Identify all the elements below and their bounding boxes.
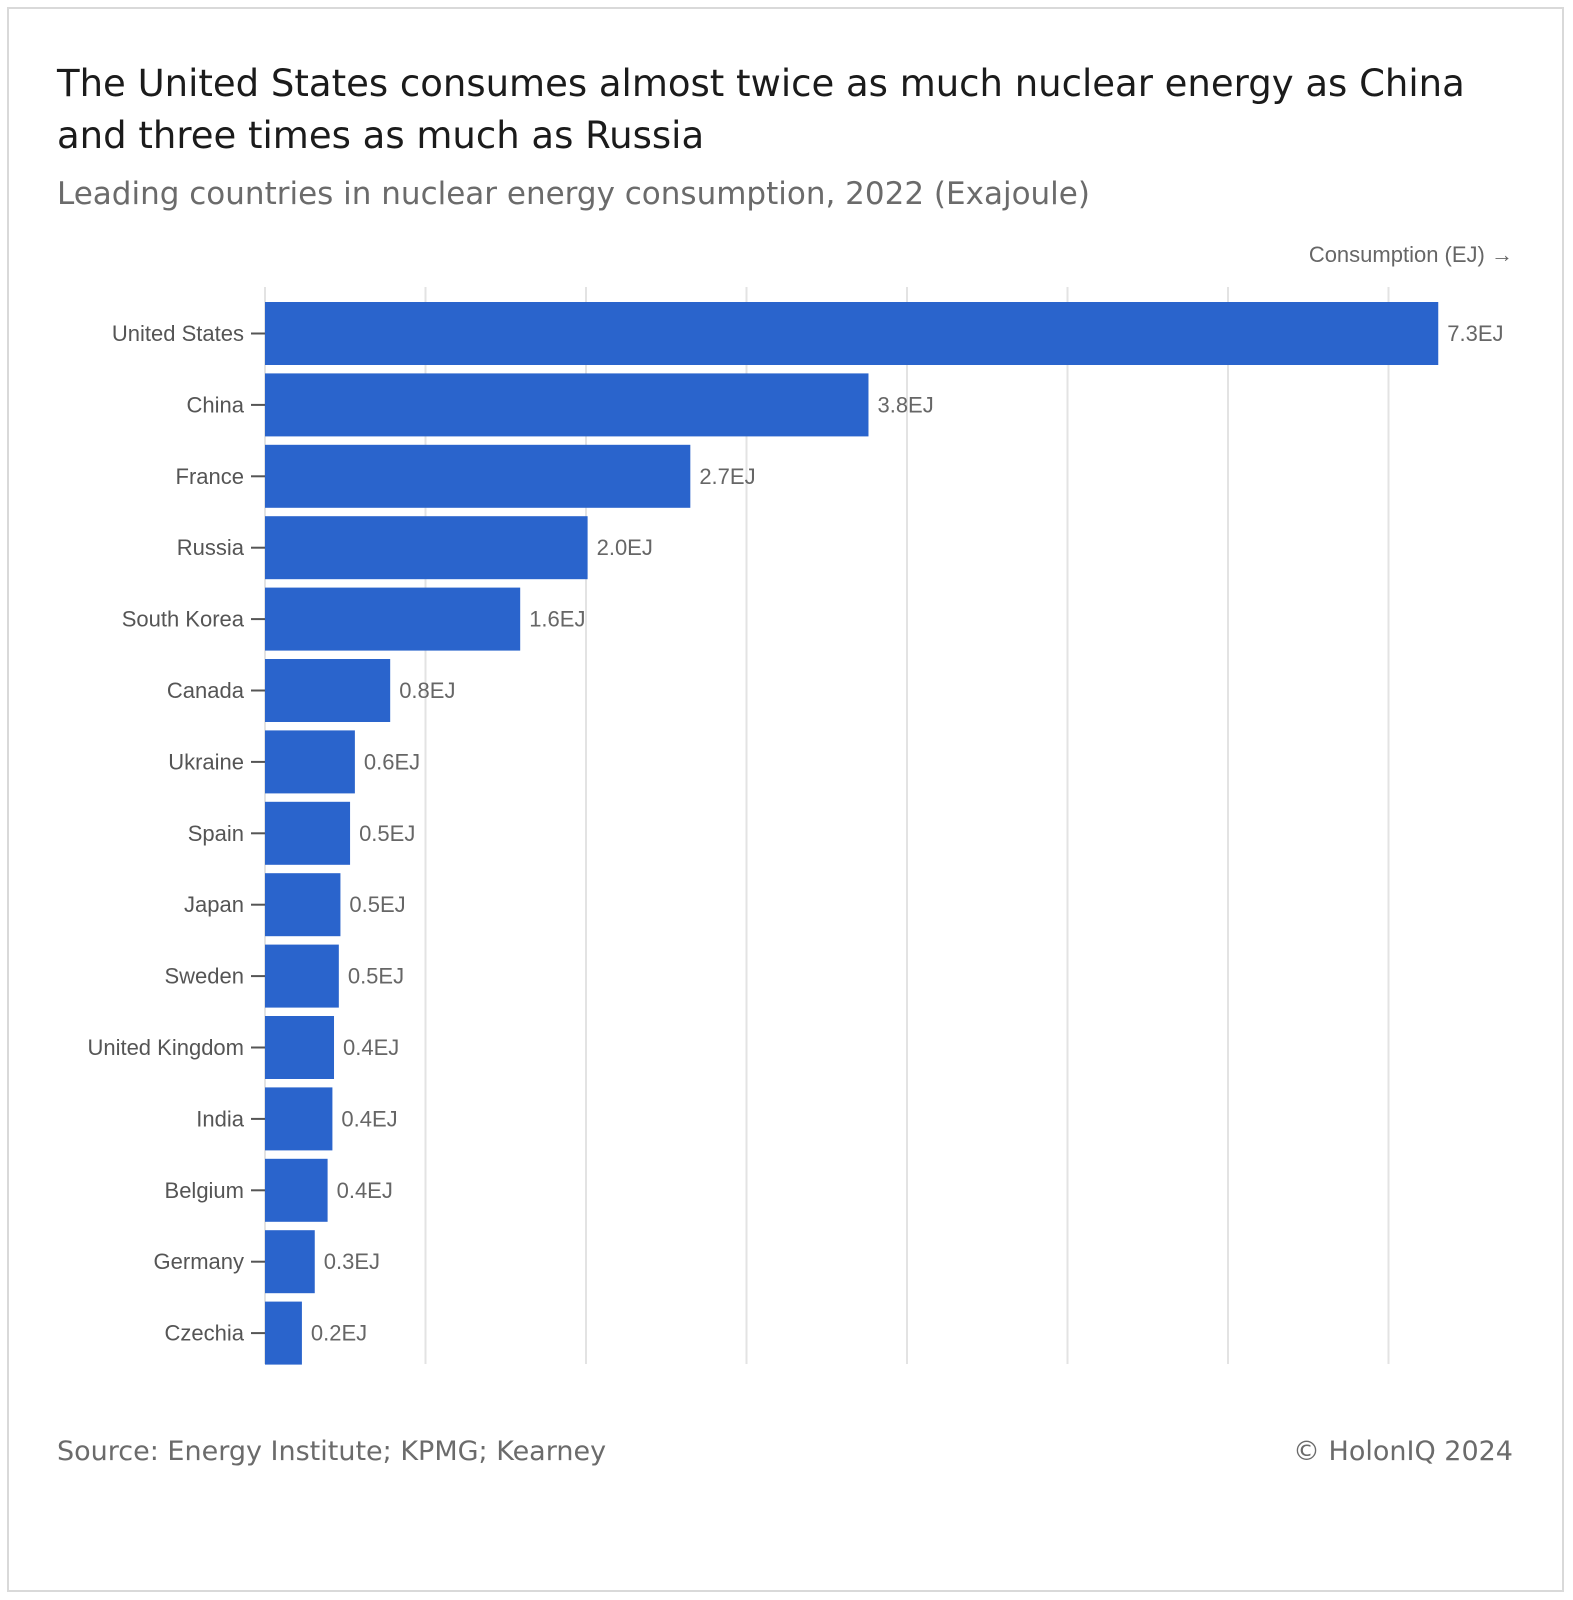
bar-japan bbox=[265, 873, 341, 937]
chart-title: The United States consumes almost twice … bbox=[57, 62, 1465, 157]
category-label: France bbox=[176, 464, 244, 489]
category-label: Russia bbox=[177, 535, 245, 560]
category-label: Belgium bbox=[165, 1178, 244, 1203]
data-label: 2.7EJ bbox=[699, 464, 755, 489]
bars bbox=[265, 302, 1439, 1365]
bar-ukraine bbox=[265, 730, 355, 794]
bar-china bbox=[265, 373, 869, 437]
data-label: 0.3EJ bbox=[324, 1249, 380, 1274]
chart-subtitle: Leading countries in nuclear energy cons… bbox=[57, 176, 1090, 212]
category-label: Spain bbox=[188, 821, 244, 846]
data-label: 0.8EJ bbox=[399, 678, 455, 703]
data-label: 0.5EJ bbox=[359, 821, 415, 846]
data-label: 0.4EJ bbox=[341, 1106, 397, 1131]
bar-sweden bbox=[265, 944, 339, 1008]
data-label: 0.6EJ bbox=[364, 749, 420, 774]
source-note: Source: Energy Institute; KPMG; Kearney bbox=[57, 1436, 607, 1467]
bar-canada bbox=[265, 659, 391, 722]
bar-united-states bbox=[265, 302, 1439, 365]
category-label: Sweden bbox=[164, 964, 244, 989]
bar-germany bbox=[265, 1230, 315, 1294]
copyright-note: © HolonIQ 2024 bbox=[1292, 1436, 1513, 1467]
bar-france bbox=[265, 444, 691, 508]
bar-russia bbox=[265, 516, 588, 580]
bar-united-kingdom bbox=[265, 1016, 335, 1079]
bar-spain bbox=[265, 801, 351, 865]
bar-south-korea bbox=[265, 587, 521, 651]
category-label: United Kingdom bbox=[87, 1035, 244, 1060]
labels: United States 7.3EJ China 3.8EJ France 2.7EJ R… bbox=[87, 321, 1503, 1346]
category-label: South Korea bbox=[122, 607, 245, 632]
data-label: 0.5EJ bbox=[348, 964, 404, 989]
bar-czechia bbox=[265, 1301, 302, 1365]
data-label: 7.3EJ bbox=[1447, 321, 1503, 346]
category-label: Czechia bbox=[165, 1321, 245, 1346]
category-label: India bbox=[196, 1106, 244, 1131]
category-label: Japan bbox=[184, 892, 244, 917]
category-label: Germany bbox=[154, 1249, 244, 1274]
data-label: 1.6EJ bbox=[529, 607, 585, 632]
data-label: 2.0EJ bbox=[597, 535, 653, 560]
bar-belgium bbox=[265, 1158, 328, 1222]
data-label: 0.4EJ bbox=[343, 1035, 399, 1060]
bar-india bbox=[265, 1087, 333, 1151]
data-label: 3.8EJ bbox=[877, 392, 933, 417]
category-label: Canada bbox=[167, 678, 245, 703]
category-label: United States bbox=[112, 321, 244, 346]
x-axis-title: Consumption (EJ) → bbox=[1308, 242, 1513, 267]
category-label: China bbox=[187, 392, 245, 417]
data-label: 0.4EJ bbox=[337, 1178, 393, 1203]
data-label: 0.5EJ bbox=[349, 892, 405, 917]
category-label: Ukraine bbox=[168, 749, 244, 774]
data-label: 0.2EJ bbox=[311, 1321, 367, 1346]
